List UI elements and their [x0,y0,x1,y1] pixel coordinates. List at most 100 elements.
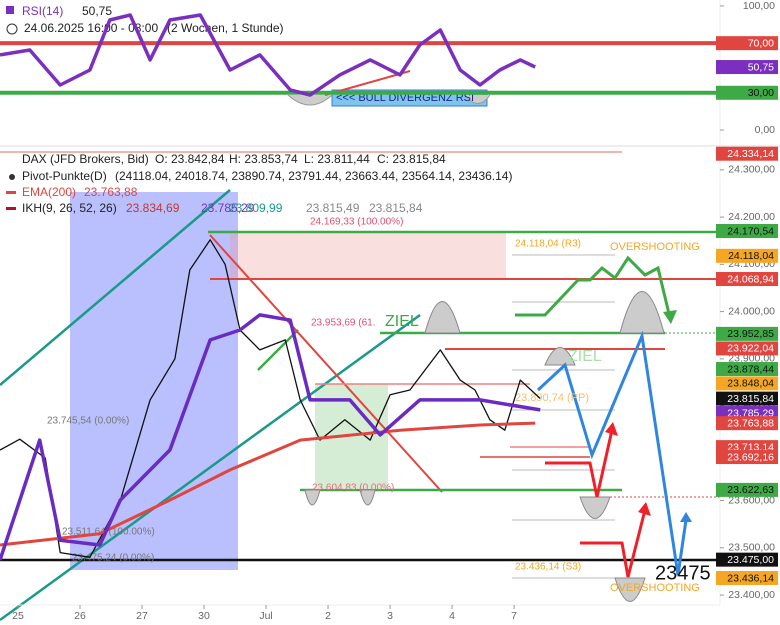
price-box-label: 50,75 [748,61,774,73]
legend-swatch [9,174,15,180]
price-box [716,272,778,287]
period: (2 Wochen, 1 Stunde) [167,21,284,35]
x-tick-label: 25 [12,610,24,622]
divergence-arc [287,94,333,106]
price-box [716,482,778,497]
subtitle: 24.06.2025 16:00 - 08:00 [24,21,158,35]
legend-label: Pivot-Punkte(D) [22,169,107,183]
price-box-label: 23.622,63 [727,484,774,496]
annotation: 24.169,33 (100.00%) [310,217,403,228]
y-tick-label: 24.300,00 [728,164,775,176]
x-tick-label: Jul [259,610,272,622]
y-tick-label: 24.000,00 [728,305,775,317]
price-box-label: 23.475,00 [727,554,774,566]
price-box [716,552,778,567]
price-box [716,60,778,75]
price-box [716,224,778,239]
impulse-zone [70,192,238,570]
annotation: OVERSHOOTING [610,582,700,594]
clock-icon [6,23,18,35]
legend-value: 23.763,88 [84,185,138,199]
price-box [716,341,778,356]
axis: 0,00 100,00 70,00 50,75 30,00 23.400,00 23.500… [12,0,778,622]
arrow-head [663,310,677,324]
y-tick-label: 23.400,00 [728,589,775,601]
x-tick-label: 4 [449,610,455,622]
projection-path [515,255,672,319]
arrow-head [605,422,618,436]
price-box [716,391,778,406]
legend-value: 23.815,84 [369,201,423,215]
resistance-zone [230,232,506,278]
y-tick-label: 100,00 [743,0,775,12]
x-tick-label: 26 [74,610,86,622]
price-box-label: 24.334,14 [727,148,774,160]
price-box [716,416,778,431]
projection-path [545,429,614,498]
y-tick-label: 23.600,00 [728,494,775,506]
x-tick-label: 7 [511,610,517,622]
legend-value: 23.809,99 [229,201,283,215]
pivot-lines [512,254,615,579]
legend-value: 50,75 [82,4,112,18]
annotation: 23.604,83 (0.00%) [312,483,394,494]
x-tick-label: 3 [387,610,393,622]
price-box-label: 24.170,54 [727,225,774,237]
price-box-label: 70,00 [748,37,774,49]
annotation: 23.890,74 (PP) [515,392,589,404]
series-line [0,313,541,561]
price-box [716,248,778,263]
price-box-label: 23.922,04 [727,343,774,355]
ohlc: L: 23.811,44 [304,152,370,166]
price-box-label: 23.848,04 [727,378,774,390]
trend-line [209,234,443,493]
price-box [716,571,778,586]
channel-line [0,189,231,386]
legend-value: 23.785,29 [201,201,255,215]
arrow-head [680,512,692,522]
ohlc: O: 23.842,84 [155,152,225,166]
target-arcs [304,291,665,602]
legend-swatch [6,207,16,210]
legend-value: (24118.04, 24018.74, 23890.74, 23791.44,… [115,169,512,183]
divergence-arc [464,94,491,104]
trend-line [257,329,299,371]
price-box-label: 24.068,94 [727,273,774,285]
price-box-label: 23.436,14 [727,572,774,584]
legend-label: IKH(9, 26, 52, 26) [22,201,117,215]
y-tick-label: 23.500,00 [728,542,775,554]
annotation: ZIEL [385,313,419,330]
price-box-label: 23.878,44 [727,363,774,375]
annotation: 23.436,14 (S3) [515,562,581,573]
ohlc: H: 23.853,74 [229,152,298,166]
price-box [716,326,778,341]
price-box-label: 30,00 [748,87,774,99]
annotation: OVERSHOOTING [610,241,700,253]
projection-path [536,330,688,576]
legend-label: DAX (JFD Brokers, Bid) [22,152,149,166]
legend-value: 23.815,49 [306,201,360,215]
price-box-label: 24.118,04 [728,250,774,262]
arrow-head [638,502,651,516]
marks [0,13,720,561]
price-box [716,85,778,100]
annotation: 23475 [655,562,711,584]
price-box [716,376,778,391]
x-tick-label: 27 [136,610,148,622]
annotation: ZIEL [568,348,602,365]
annotation: <<< BULL DIVERGENZ RSI [336,92,474,104]
annotation: 23.511,64 (100.00%) [62,527,155,538]
y-tick-label: 0,00 [755,124,776,136]
series-line [0,13,536,97]
price-box [716,146,778,161]
annotation: 24.118,04 (R3) [515,239,581,250]
price-box-label: 23.815,84 [727,393,774,405]
legend-label: RSI(14) [22,4,63,18]
price-box-label: 23.692,16 [727,451,774,463]
series-line [0,239,541,558]
legend-swatch [6,6,14,14]
annotation: 23.745,54 (0.00%) [47,416,129,427]
price-box [716,36,778,51]
x-tick-label: 2 [325,610,331,622]
